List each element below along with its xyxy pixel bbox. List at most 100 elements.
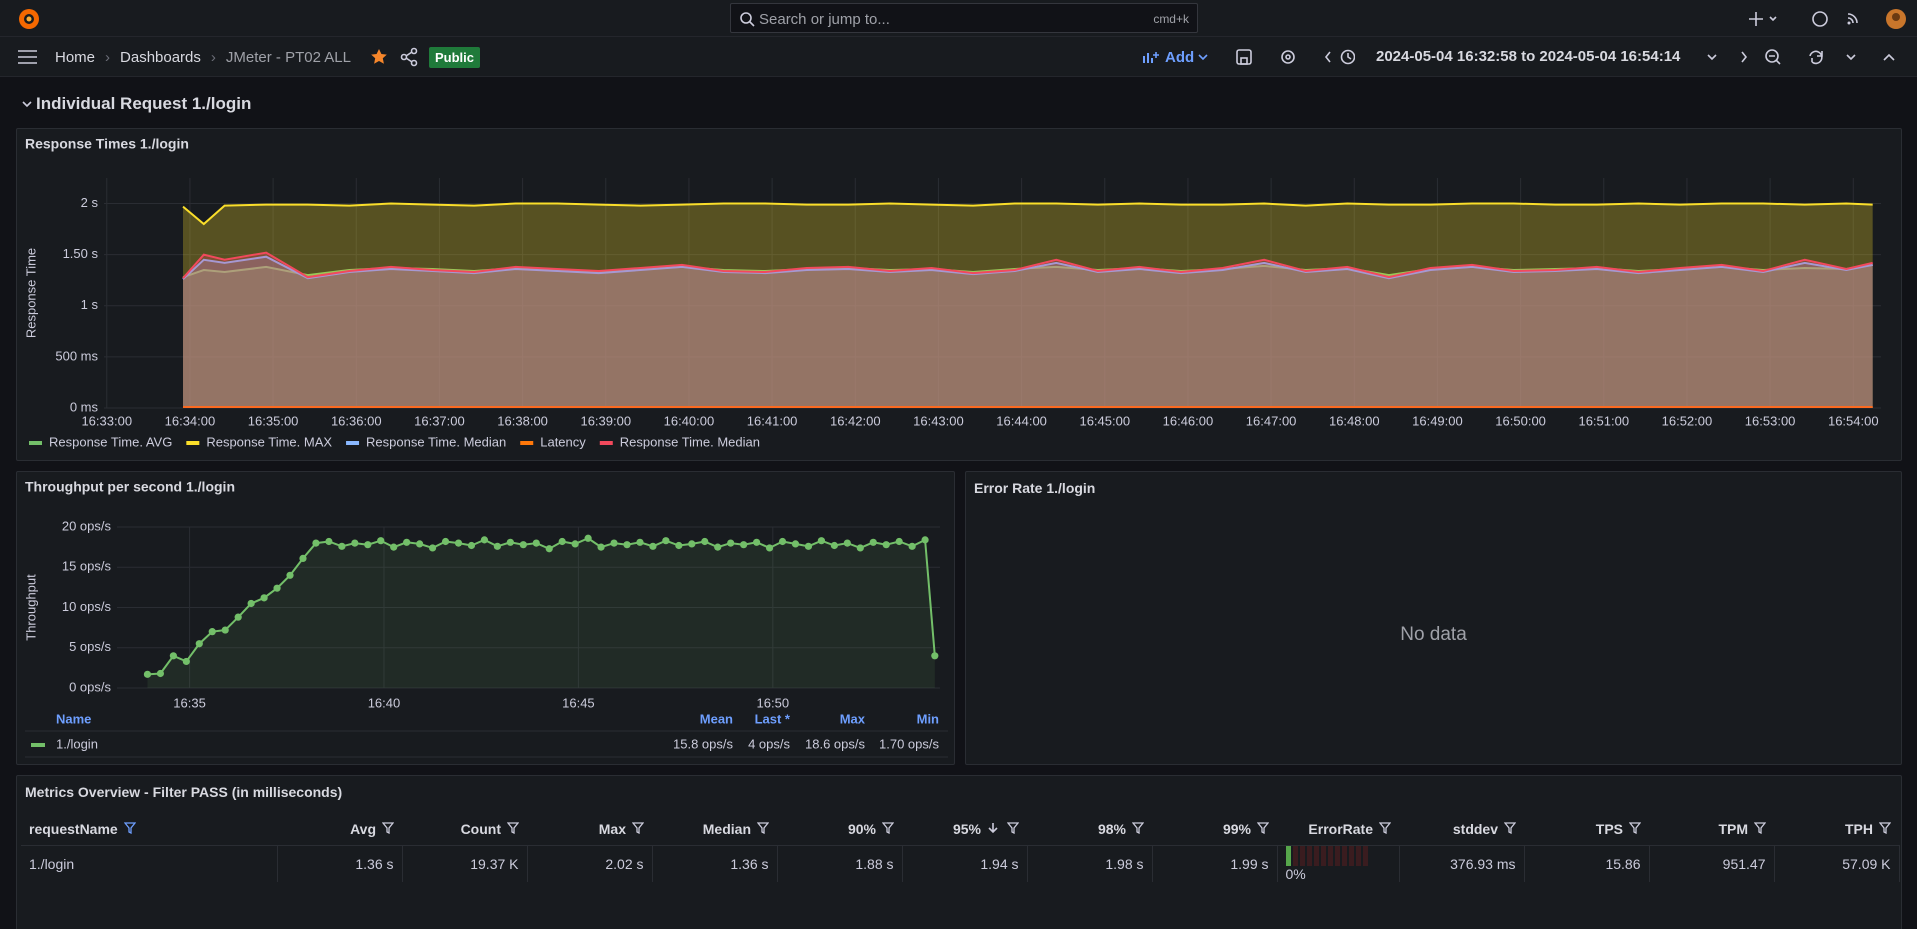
row-title: Individual Request 1./login [36,94,252,113]
data-point [156,669,165,678]
filter-icon[interactable] [506,822,520,834]
data-point [480,536,489,544]
panel-title: Response Times 1./login [25,136,189,152]
search-icon [740,12,755,27]
filter-icon[interactable] [756,822,770,834]
grafana-logo[interactable] [17,7,41,31]
share-icon[interactable] [399,47,419,67]
column-header[interactable]: 99% [1152,813,1277,846]
area-fill [183,203,1873,408]
response-times-panel: Response Times 1./login 0 ms 500 ms 1 s 1.5… [16,128,1902,461]
column-header[interactable]: ErrorRate [1277,813,1399,846]
legend-header: Max [840,711,866,726]
breadcrumb[interactable]: Home [55,48,96,66]
cell-value: 1.99 s [1230,855,1269,872]
column-label: stddev [1452,820,1498,837]
filter-icon[interactable] [631,822,645,834]
star-icon[interactable] [369,47,389,67]
column-header[interactable]: 98% [1027,813,1152,846]
error-rate-panel: Error Rate 1./login No data [965,471,1902,765]
column-header[interactable]: Median [652,813,777,846]
y-tick-label: 15 ops/s [62,559,112,574]
cell-value: 0% [1285,865,1306,882]
cell-value: 1./login [29,855,75,872]
column-header[interactable]: stddev [1399,813,1524,846]
column-header[interactable]: 90% [777,813,902,846]
y-tick-label: 5 ops/s [69,639,111,654]
panel-title: Error Rate 1./login [974,480,1096,496]
y-tick-label: 500 ms [55,348,98,363]
y-tick-label: 0 ms [70,399,99,414]
filter-icon[interactable] [1878,822,1892,834]
data-point [895,537,903,546]
y-axis-label: Throughput [23,574,38,641]
column-header[interactable]: TPM [1649,813,1774,846]
data-point [286,571,294,579]
x-tick-label: 16:35 [173,695,206,710]
top-icons[interactable] [1748,8,1908,30]
table-cell: 19.37 K [402,845,528,882]
menu-icon[interactable] [18,49,38,65]
data-point [532,539,540,547]
nav-bar: Home › Dashboards › JMeter - PT02 ALL Publ… [0,37,1917,77]
add-icon [1143,52,1159,63]
column-label: TPM [1718,820,1748,837]
legend-header: Last * [755,711,791,726]
chart: Throughput per second 1./login 0 ops/s 5 … [23,479,948,758]
filter-icon[interactable] [1006,822,1020,834]
data-point [299,554,307,562]
breadcrumb[interactable]: Dashboards [120,48,201,66]
filter-icon[interactable] [881,822,895,834]
x-tick-label: 16:38:00 [497,413,548,428]
data-point [519,541,527,549]
x-tick-label: 16:52:00 [1662,413,1713,428]
legend-label: Response Time. Median [366,434,506,449]
column-header[interactable]: Max [527,813,652,846]
filter-icon[interactable] [1628,822,1642,834]
toolbar-icons[interactable] [1235,48,1355,68]
legend-header: Min [917,711,939,726]
data-point [714,543,722,551]
x-tick-label: 16:44:00 [996,413,1047,428]
data-point [506,538,514,546]
metrics-table-panel: Metrics Overview - Filter PASS (in milli… [16,775,1902,929]
y-tick-label: 2 s [81,195,99,210]
filter-icon[interactable] [123,822,137,834]
data-point [221,626,229,634]
column-header[interactable]: TPS [1524,813,1649,846]
throughput-panel: Throughput per second 1./login 0 ops/s 5 … [16,471,955,765]
filter-icon[interactable] [1256,822,1270,834]
data-point [195,640,203,648]
filter-icon[interactable] [381,822,395,834]
data-point [273,584,281,592]
sort-icon [988,822,998,833]
area-fill [147,538,935,688]
data-point [454,539,463,547]
column-header[interactable]: requestName [21,813,277,846]
data-point [753,538,761,546]
column-header[interactable]: TPH [1774,813,1899,846]
time-range[interactable]: 2024-05-04 16:32:58 to 2024-05-04 16:54:… [1376,48,1681,65]
series-line [182,251,1873,279]
legend-stat: 1.70 ops/s [879,736,939,751]
filter-icon[interactable] [1753,822,1767,834]
public-badge: Public [428,46,480,68]
time-controls[interactable] [1706,48,1917,68]
search-box[interactable]: Search or jump to... cmd+k [730,3,1198,33]
filter-icon[interactable] [1503,822,1517,834]
add-button[interactable]: Add [1143,37,1208,77]
column-header[interactable]: Avg [277,813,402,846]
error-gauge [1285,845,1368,866]
data-point [804,542,813,550]
column-header[interactable]: 95% [902,813,1027,846]
table-cell: 951.47 [1649,845,1775,882]
data-point [636,538,644,546]
column-header[interactable]: Count [402,813,527,846]
x-tick-label: 16:40:00 [664,413,715,428]
column-label: Count [460,820,501,837]
filter-icon[interactable] [1378,822,1392,834]
data-point [234,613,242,621]
row-header[interactable]: Individual Request 1./login [22,94,251,114]
filter-icon[interactable] [1131,822,1145,834]
x-tick-label: 16:45 [562,695,595,710]
